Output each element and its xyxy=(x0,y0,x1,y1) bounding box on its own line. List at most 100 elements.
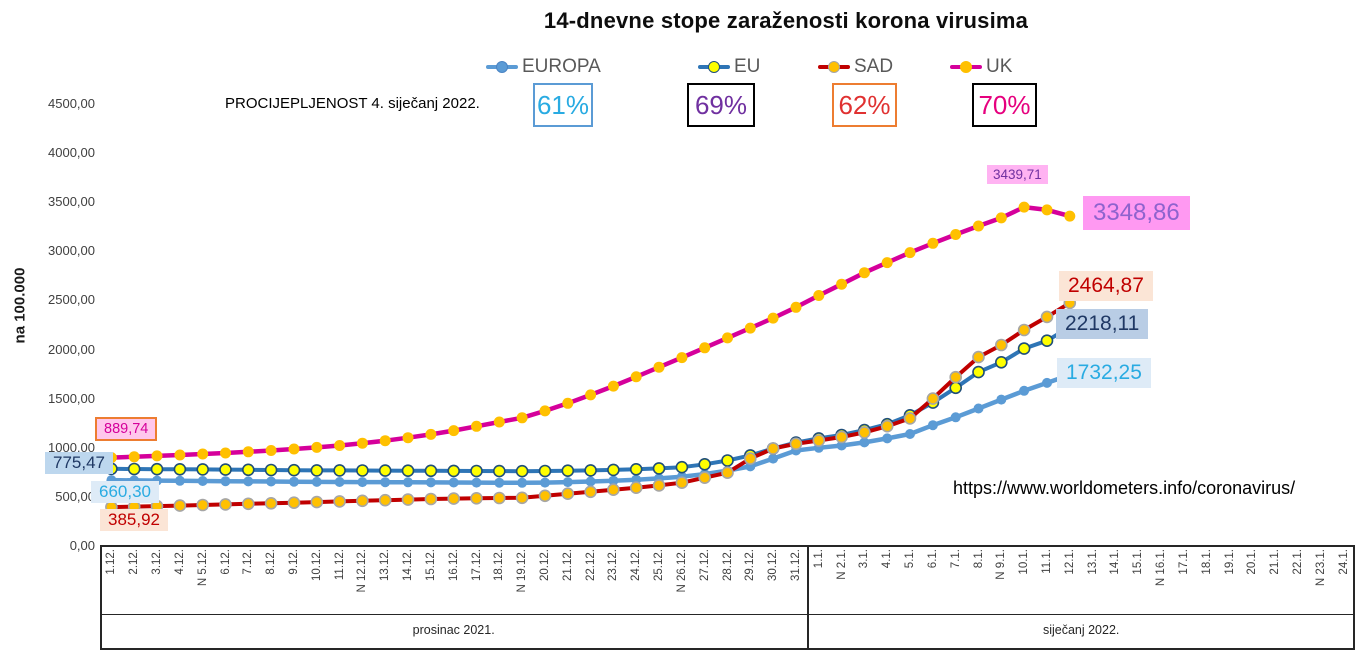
series-marker-uk xyxy=(607,380,619,392)
series-marker-uk xyxy=(767,312,779,324)
x-tick-label: 15.1. xyxy=(1132,549,1145,575)
series-marker-sad xyxy=(880,419,894,433)
data-label-sad-end: 2464,87 xyxy=(1059,271,1153,301)
legend-marker-dot xyxy=(496,60,508,73)
x-tick-label: 6.1. xyxy=(926,549,939,569)
x-tick-label: N 23.1. xyxy=(1314,549,1327,587)
series-marker-uk xyxy=(448,425,460,437)
series-marker-europa xyxy=(174,475,185,486)
data-label-europa-start: 660,30 xyxy=(91,481,159,503)
series-marker-europa xyxy=(471,477,482,488)
data-label-europa-end: 1732,25 xyxy=(1057,358,1151,388)
series-marker-sad xyxy=(584,485,597,499)
series-marker-uk xyxy=(790,301,802,313)
x-tick-label: 17.1. xyxy=(1177,549,1190,575)
x-tick-label: 23.12. xyxy=(607,549,620,581)
legend-label: UK xyxy=(986,56,1013,77)
series-marker-sad xyxy=(424,492,438,506)
series-marker-eu xyxy=(629,462,643,476)
series-marker-europa xyxy=(1019,385,1030,396)
series-marker-uk xyxy=(881,257,893,269)
series-marker-europa xyxy=(768,453,779,464)
data-label-uk-end: 3348,86 xyxy=(1083,196,1190,230)
series-marker-europa xyxy=(243,476,254,487)
series-marker-sad xyxy=(789,437,803,451)
series-marker-sad xyxy=(378,493,392,507)
x-tick-label: 10.1. xyxy=(1018,549,1031,575)
series-marker-eu xyxy=(903,408,917,422)
x-tick-label: 8.12. xyxy=(265,549,278,575)
x-tick-label: 31.12. xyxy=(789,549,802,581)
x-tick-label: N 9.1. xyxy=(995,549,1008,580)
series-marker-eu xyxy=(607,463,620,477)
series-marker-eu xyxy=(219,463,232,476)
x-tick-label: 24.1. xyxy=(1337,549,1350,575)
series-marker-uk xyxy=(334,440,346,451)
legend-marker-dot xyxy=(828,60,840,73)
x-tick-label: 16.12. xyxy=(447,549,460,581)
series-marker-europa xyxy=(722,465,733,476)
series-marker-eu xyxy=(675,460,689,474)
y-tick-label: 4500,00 xyxy=(48,96,95,111)
series-marker-eu xyxy=(584,464,597,477)
x-axis-label-separator xyxy=(100,614,1355,615)
series-marker-europa xyxy=(631,474,642,485)
series-marker-europa xyxy=(220,476,231,487)
series-marker-sad xyxy=(629,481,643,495)
series-marker-europa xyxy=(403,477,413,488)
x-tick-label: 13.12. xyxy=(379,549,392,581)
series-marker-uk xyxy=(1064,210,1076,222)
x-axis-line xyxy=(100,545,1355,547)
series-marker-eu xyxy=(401,464,415,478)
x-tick-label: 7.12. xyxy=(242,549,255,575)
series-marker-uk xyxy=(813,290,825,301)
series-marker-uk xyxy=(471,420,482,432)
series-marker-europa xyxy=(357,477,368,488)
series-marker-eu xyxy=(424,464,438,478)
vaccination-note: PROCIJEPLJENOST 4. siječanj 2022. xyxy=(225,95,480,112)
x-axis-right-border xyxy=(1353,545,1355,649)
source-url-link[interactable]: https://www.worldometers.info/coronaviru… xyxy=(953,478,1296,498)
series-marker-sad xyxy=(242,497,255,511)
y-tick-label: 0,00 xyxy=(69,538,95,553)
series-marker-eu xyxy=(264,463,278,477)
series-marker-europa xyxy=(562,477,573,488)
series-marker-eu xyxy=(242,463,255,477)
series-marker-sad xyxy=(515,491,529,505)
series-marker-uk xyxy=(197,448,209,460)
legend-item-sad: SAD xyxy=(818,56,893,78)
series-marker-uk xyxy=(402,432,414,444)
series-marker-sad xyxy=(333,495,346,508)
series-marker-eu xyxy=(538,464,552,478)
series-marker-eu xyxy=(949,381,963,395)
series-marker-europa xyxy=(266,476,277,487)
series-marker-europa xyxy=(289,476,299,487)
series-marker-eu xyxy=(835,428,848,442)
series-marker-europa xyxy=(676,471,687,482)
month-label-december: prosinac 2021. xyxy=(412,623,495,637)
data-label-sad-start: 385,92 xyxy=(100,509,168,531)
series-marker-uk xyxy=(699,342,711,354)
legend-line-swatch xyxy=(950,60,982,73)
vaccination-pct-europa: 61% xyxy=(533,83,593,127)
x-tick-label: N 26.12. xyxy=(675,549,688,593)
series-marker-europa xyxy=(813,442,824,453)
x-axis-bottom-border xyxy=(100,648,1355,650)
series-marker-europa xyxy=(585,476,596,487)
series-marker-eu xyxy=(766,442,780,455)
x-tick-label: 11.12. xyxy=(333,549,346,581)
series-marker-eu xyxy=(789,436,803,449)
x-tick-label: 7.1. xyxy=(949,549,962,569)
series-marker-eu xyxy=(470,464,483,478)
x-tick-label: 3.1. xyxy=(858,549,871,569)
series-marker-uk xyxy=(1041,204,1053,216)
series-marker-eu xyxy=(858,423,871,437)
series-marker-europa xyxy=(882,433,893,444)
series-marker-europa xyxy=(791,445,801,456)
legend-label: EU xyxy=(734,56,761,77)
x-tick-label: 4.1. xyxy=(881,549,894,569)
x-tick-label: 21.1. xyxy=(1269,549,1282,575)
series-marker-uk xyxy=(676,352,688,364)
series-marker-eu xyxy=(378,464,392,477)
